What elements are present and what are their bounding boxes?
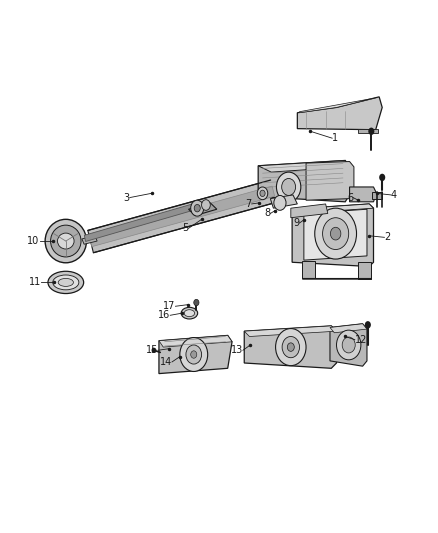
Circle shape <box>365 321 371 328</box>
Text: 7: 7 <box>245 199 252 209</box>
Circle shape <box>180 337 208 372</box>
Circle shape <box>276 172 301 202</box>
Polygon shape <box>258 160 350 172</box>
Ellipse shape <box>45 219 86 263</box>
Polygon shape <box>358 262 371 279</box>
Polygon shape <box>358 128 378 133</box>
Polygon shape <box>188 203 217 216</box>
Text: 12: 12 <box>355 335 367 345</box>
Circle shape <box>282 336 300 358</box>
Polygon shape <box>350 187 377 202</box>
Polygon shape <box>258 160 350 202</box>
Polygon shape <box>297 97 382 130</box>
Text: 6: 6 <box>347 192 353 203</box>
Polygon shape <box>302 261 315 278</box>
Ellipse shape <box>48 271 84 294</box>
Ellipse shape <box>58 278 74 286</box>
Polygon shape <box>292 204 374 214</box>
Polygon shape <box>306 161 354 200</box>
Circle shape <box>194 205 200 212</box>
Polygon shape <box>85 204 194 241</box>
Polygon shape <box>159 335 232 374</box>
Polygon shape <box>159 335 232 347</box>
Circle shape <box>191 351 197 358</box>
Polygon shape <box>89 186 275 247</box>
Polygon shape <box>82 236 97 244</box>
Polygon shape <box>270 195 297 208</box>
Circle shape <box>315 208 357 259</box>
Circle shape <box>186 345 201 364</box>
Circle shape <box>282 179 296 196</box>
Polygon shape <box>244 326 336 368</box>
Text: 15: 15 <box>146 345 158 356</box>
Polygon shape <box>330 324 367 366</box>
Circle shape <box>191 200 204 216</box>
Circle shape <box>379 174 385 181</box>
Text: 4: 4 <box>391 190 397 200</box>
Circle shape <box>330 227 341 240</box>
Ellipse shape <box>53 275 79 290</box>
Polygon shape <box>304 209 367 260</box>
Circle shape <box>257 187 268 200</box>
Circle shape <box>152 348 156 353</box>
Text: 5: 5 <box>182 223 188 233</box>
Polygon shape <box>372 192 382 199</box>
Text: 9: 9 <box>293 218 300 228</box>
Polygon shape <box>300 98 376 113</box>
Circle shape <box>287 343 294 351</box>
Polygon shape <box>291 204 328 217</box>
Ellipse shape <box>184 310 194 317</box>
Ellipse shape <box>57 233 74 249</box>
Circle shape <box>336 330 361 360</box>
Text: 3: 3 <box>124 192 130 203</box>
Circle shape <box>194 300 199 306</box>
Polygon shape <box>244 326 336 336</box>
Text: 13: 13 <box>231 345 243 356</box>
Circle shape <box>322 217 349 249</box>
Circle shape <box>368 127 374 135</box>
Text: 14: 14 <box>160 357 172 367</box>
Polygon shape <box>330 324 367 333</box>
Ellipse shape <box>50 225 81 257</box>
Circle shape <box>260 190 265 197</box>
Text: 10: 10 <box>28 236 40 246</box>
Polygon shape <box>88 180 276 253</box>
Text: 17: 17 <box>163 301 176 311</box>
Text: 2: 2 <box>385 232 391 243</box>
Text: 8: 8 <box>264 208 270 219</box>
Ellipse shape <box>181 308 198 319</box>
Circle shape <box>274 196 286 211</box>
Circle shape <box>276 328 306 366</box>
Text: 16: 16 <box>158 310 170 320</box>
Circle shape <box>201 200 210 211</box>
Circle shape <box>342 337 355 353</box>
Text: 11: 11 <box>29 277 42 287</box>
Polygon shape <box>292 204 374 266</box>
Text: 1: 1 <box>332 133 338 143</box>
